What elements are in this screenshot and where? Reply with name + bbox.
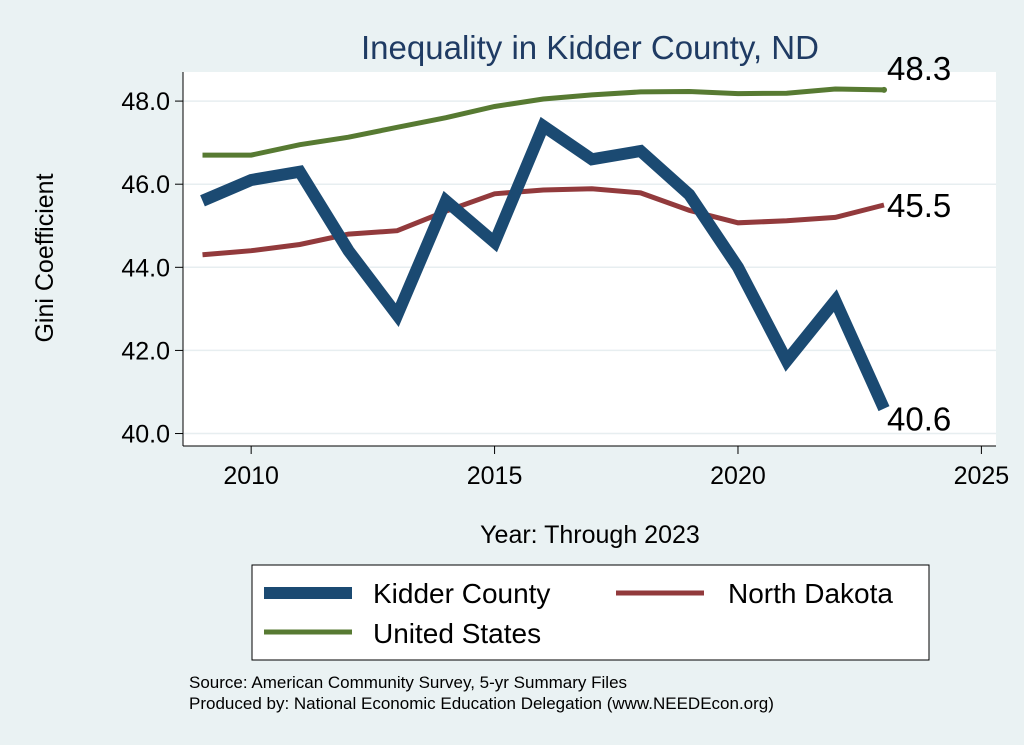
y-tick-label: 46.0 bbox=[121, 171, 170, 199]
chart-title: Inequality in Kidder County, ND bbox=[361, 29, 819, 66]
y-tick-label: 48.0 bbox=[121, 88, 170, 116]
series-line-north-dakota bbox=[202, 186, 885, 258]
legend-label-north-dakota: North Dakota bbox=[728, 578, 893, 609]
x-tick-label: 2020 bbox=[710, 462, 766, 490]
plot-area bbox=[183, 72, 996, 446]
legend-label-kidder-county: Kidder County bbox=[373, 578, 550, 609]
legend: Kidder County North Dakota United States bbox=[251, 564, 930, 661]
y-tick-label: 42.0 bbox=[121, 337, 170, 365]
y-tick-label: 44.0 bbox=[121, 254, 170, 282]
x-tick-label: 2015 bbox=[467, 462, 523, 490]
x-tick-label: 2010 bbox=[223, 462, 279, 490]
end-label-north-dakota: 45.5 bbox=[887, 187, 951, 224]
source-line: Source: American Community Survey, 5-yr … bbox=[189, 673, 627, 692]
series-group bbox=[200, 86, 890, 412]
series-line-united-states bbox=[202, 86, 885, 158]
series-line-kidder-county bbox=[200, 116, 890, 412]
y-tick-label: 40.0 bbox=[121, 421, 170, 449]
y-axis-ticks: 40.0 42.0 44.0 46.0 48.0 bbox=[121, 88, 183, 449]
legend-label-united-states: United States bbox=[373, 618, 541, 649]
x-axis-label: Year: Through 2023 bbox=[480, 521, 700, 549]
x-axis-ticks: 2010 2015 2020 2025 bbox=[223, 446, 1009, 490]
producer-line: Produced by: National Economic Education… bbox=[189, 694, 774, 713]
legend-box bbox=[251, 564, 930, 661]
x-tick-label: 2025 bbox=[954, 462, 1010, 490]
y-axis-label: Gini Coefficient bbox=[31, 173, 59, 342]
end-labels: 48.3 45.5 40.6 bbox=[887, 50, 951, 438]
end-label-kidder-county: 40.6 bbox=[887, 401, 951, 438]
series-endpoint-united-states bbox=[881, 86, 888, 93]
end-label-united-states: 48.3 bbox=[887, 50, 951, 87]
gridlines bbox=[183, 100, 996, 435]
